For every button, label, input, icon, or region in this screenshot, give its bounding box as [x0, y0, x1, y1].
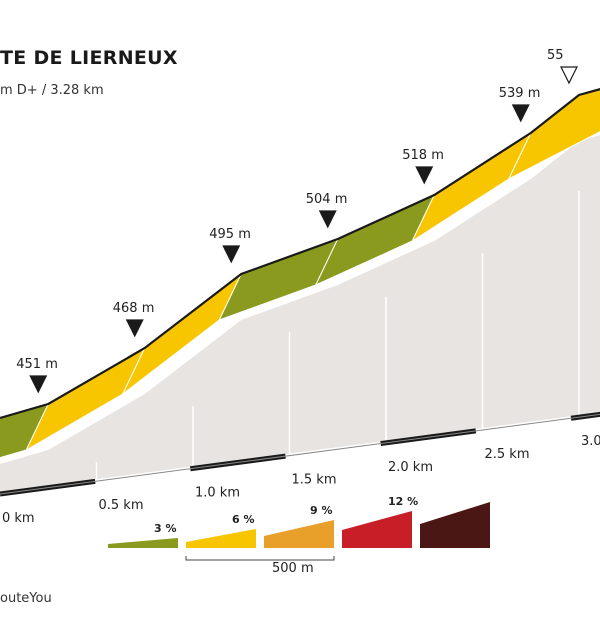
chart-subtitle: m D+ / 3.28 km: [0, 83, 104, 98]
x-tick-label: 1.5 km: [292, 473, 337, 488]
elevation-label: 495 m: [209, 227, 251, 242]
profile-edge: [0, 88, 600, 420]
elevation-label: 55: [547, 48, 564, 63]
elevation-marker-2.75: [511, 104, 530, 123]
elevation-label: 468 m: [113, 301, 155, 316]
legend-swatch: [186, 529, 256, 548]
elevation-label: 518 m: [402, 148, 444, 163]
legend-swatch: [342, 511, 412, 548]
elevation-label: 539 m: [499, 86, 541, 101]
elevation-marker-0.25: [29, 375, 48, 394]
ground-line: [0, 413, 600, 495]
chart-title: TE DE LIERNEUX: [0, 47, 178, 69]
x-tick-label: 1.0 km: [195, 485, 240, 500]
elevation-label: 504 m: [306, 192, 348, 207]
x-tick-label: 2.0 km: [388, 460, 433, 475]
profile-wall: [0, 135, 600, 492]
distance-axis: 0 km 0.5 km 1.0 km 1.5 km 2.0 km 2.5 km 3.0: [2, 434, 600, 526]
legend-swatch: [264, 520, 334, 548]
elevation-label: 451 m: [16, 357, 58, 372]
x-tick-label: 0.5 km: [99, 498, 144, 513]
elevation-marker-1.25: [222, 245, 241, 264]
elevation-marker-1.75: [318, 210, 337, 229]
credit-text: outeYou: [0, 591, 52, 606]
x-tick-label: 2.5 km: [485, 447, 530, 462]
legend-swatch: [108, 538, 178, 548]
gradient-segments: [0, 88, 600, 497]
elevation-markers: 451 m 468 m 495 m 504 m 518 m 539 m 55: [16, 48, 578, 394]
x-tick-label: 3.0: [581, 434, 600, 449]
legend-scale-label: 500 m: [272, 561, 314, 576]
legend-label: 6 %: [232, 513, 255, 526]
legend-label: 3 %: [154, 522, 177, 535]
elevation-marker-3: [560, 66, 578, 85]
legend-label: 12 %: [388, 495, 418, 508]
gradient-legend: 3 % 6 % 9 % 12 %: [108, 495, 490, 561]
legend-label: 9 %: [310, 504, 333, 517]
x-tick-label: 0 km: [2, 511, 35, 526]
legend-swatch: [420, 502, 490, 548]
elevation-marker-0.75: [125, 319, 144, 338]
elevation-marker-2.25: [415, 166, 434, 185]
scale-bracket: [185, 556, 335, 561]
